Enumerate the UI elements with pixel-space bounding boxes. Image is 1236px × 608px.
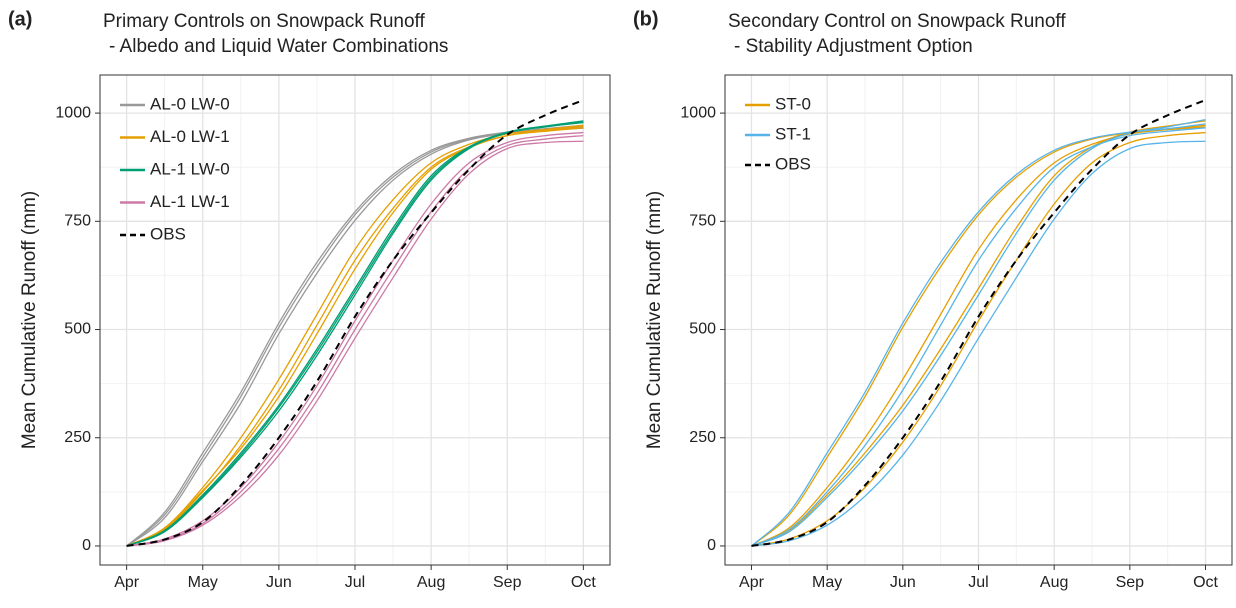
y-tick-label: 500 <box>64 321 91 338</box>
y-tick-label: 500 <box>689 321 716 338</box>
x-tick-label: Oct <box>1193 574 1218 591</box>
y-tick-label: 1000 <box>55 104 91 121</box>
y-tick-label: 750 <box>689 213 716 230</box>
x-tick-label: Oct <box>571 574 596 591</box>
y-tick-label: 0 <box>82 537 91 554</box>
panel-label: (a) <box>8 8 32 30</box>
x-tick-label: Aug <box>417 574 445 591</box>
y-tick-label: 1000 <box>680 104 716 121</box>
legend-label: AL-0 LW-1 <box>150 127 230 146</box>
x-tick-label: Jun <box>266 574 292 591</box>
legend-label: OBS <box>150 224 186 243</box>
x-tick-label: May <box>812 574 842 591</box>
legend-label: OBS <box>775 154 811 173</box>
y-tick-label: 250 <box>64 429 91 446</box>
line <box>126 125 584 547</box>
chart-title: Secondary Control on Snowpack Runoff <box>728 11 1066 32</box>
y-axis-title: Mean Cumulative Runoff (mm) <box>19 191 40 449</box>
legend-label: AL-0 LW-0 <box>150 94 230 113</box>
y-axis-title: Mean Cumulative Runoff (mm) <box>644 191 665 449</box>
line <box>751 131 1206 547</box>
legend-label: ST-1 <box>775 124 811 143</box>
y-tick-label: 250 <box>689 429 716 446</box>
line <box>751 140 1206 547</box>
line <box>126 121 584 547</box>
line <box>126 131 584 547</box>
x-tick-label: Sep <box>493 574 522 591</box>
line <box>751 124 1206 547</box>
plot-border <box>99 74 611 566</box>
line <box>751 99 1206 547</box>
line <box>751 123 1206 547</box>
x-tick-label: Jul <box>968 574 988 591</box>
panel: (b) Secondary Control on Snowpack Runoff -… <box>633 8 1233 591</box>
line <box>126 140 584 547</box>
chart-subtitle: - Stability Adjustment Option <box>734 36 973 57</box>
line <box>126 134 584 547</box>
legend-label: ST-0 <box>775 94 811 113</box>
chart-title: Primary Controls on Snowpack Runoff <box>103 11 425 32</box>
line <box>126 99 584 547</box>
legend-label: AL-1 LW-1 <box>150 192 230 211</box>
x-tick-label: Jun <box>890 574 916 591</box>
panel: (a) Primary Controls on Snowpack Runoff - … <box>8 8 611 591</box>
y-tick-label: 0 <box>707 537 716 554</box>
panel-label: (b) <box>633 8 659 30</box>
chart-subtitle: - Albedo and Liquid Water Combinations <box>109 36 448 57</box>
x-tick-label: Jul <box>345 574 365 591</box>
line <box>751 127 1206 547</box>
x-tick-label: Aug <box>1040 574 1068 591</box>
x-tick-label: May <box>188 574 218 591</box>
y-tick-label: 750 <box>64 213 91 230</box>
legend-label: AL-1 LW-0 <box>150 159 230 178</box>
x-tick-label: Sep <box>1116 574 1145 591</box>
x-tick-label: Apr <box>114 574 140 591</box>
plot-border <box>724 74 1233 566</box>
x-tick-label: Apr <box>739 574 765 591</box>
line <box>751 118 1206 547</box>
